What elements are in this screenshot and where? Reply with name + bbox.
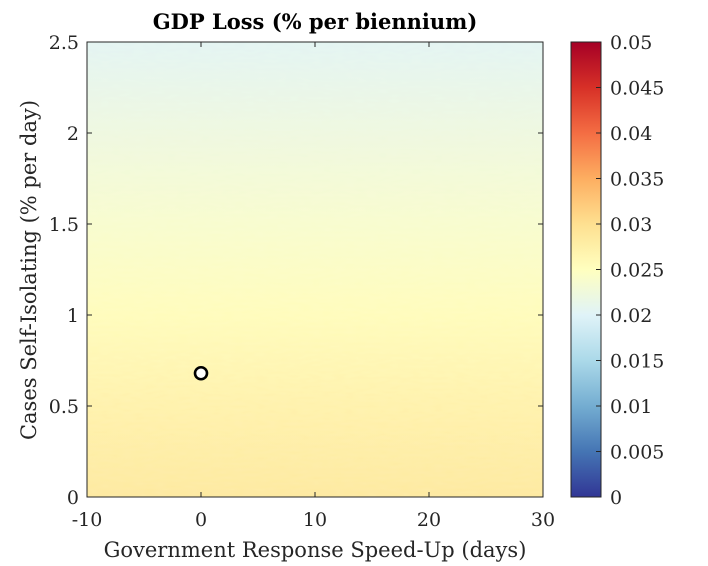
- x-tick-label: 10: [303, 509, 327, 531]
- y-tick-label: 2: [67, 123, 79, 145]
- x-axis-ticks: -10 0 10 20 30: [72, 42, 555, 531]
- colorbar-tick-label: 0.02: [610, 305, 652, 327]
- colorbar-tick-label: 0.035: [610, 169, 664, 191]
- colorbar-tick-label: 0.015: [610, 351, 664, 373]
- x-tick-label: 20: [417, 509, 441, 531]
- y-tick-label: 1.5: [49, 214, 79, 236]
- colorbar-tick-label: 0.03: [610, 214, 652, 236]
- chart-title: GDP Loss (% per biennium): [153, 9, 478, 34]
- heatmap-texture: [87, 42, 543, 497]
- y-axis-ticks: 0 0.5 1 1.5 2 2.5: [49, 32, 543, 509]
- current-policy-marker: [193, 365, 209, 381]
- colorbar-ticks: 0 0.005 0.01 0.015 0.02 0.025 0.03 0.035 0.04 0.0…: [596, 32, 664, 509]
- colorbar-tick-label: 0.045: [610, 78, 664, 100]
- y-tick-label: 0.5: [49, 396, 79, 418]
- colorbar-tick-label: 0.025: [610, 260, 664, 282]
- y-tick-label: 2.5: [49, 32, 79, 54]
- plot-area: -10 0 10 20 30 00.511.522.5: [49, 32, 555, 531]
- y-axis-label: Cases Self-Isolating (% per day): [17, 100, 41, 440]
- x-tick-label: 30: [531, 509, 555, 531]
- y-tick-label: 0: [67, 487, 79, 509]
- x-tick-label: 0: [195, 509, 207, 531]
- colorbar-tick-label: 0.04: [610, 123, 652, 145]
- x-axis-label: Government Response Speed-Up (days): [104, 538, 527, 562]
- colorbar-tick-label: 0: [610, 487, 622, 509]
- colorbar-tick-label: 0.005: [610, 442, 664, 464]
- colorbar: 0 0.005 0.01 0.015 0.02 0.025 0.03 0.035 0.04 0.0…: [570, 32, 664, 509]
- colorbar-tick-label: 0.05: [610, 32, 652, 54]
- colorbar-tick-label: 0.01: [610, 396, 652, 418]
- x-tick-label: -10: [72, 509, 103, 531]
- y-tick-label: 1: [67, 305, 79, 327]
